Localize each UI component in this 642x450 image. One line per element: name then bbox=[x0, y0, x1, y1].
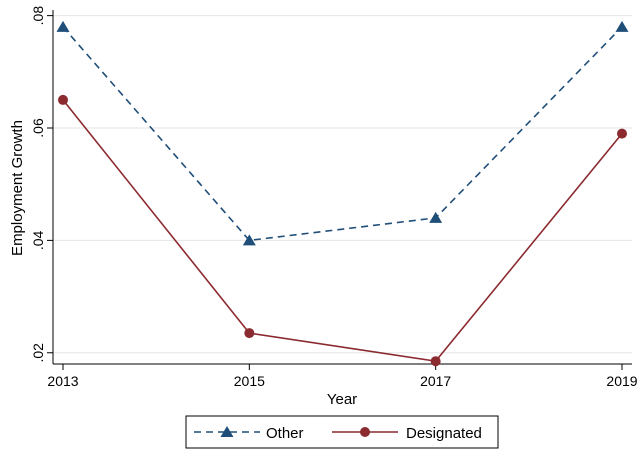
x-tick-label: 2019 bbox=[606, 373, 637, 389]
series-other-point bbox=[615, 20, 629, 32]
axes bbox=[52, 10, 632, 365]
x-ticks: 2013 2015 2017 2019 bbox=[47, 364, 638, 389]
legend-designated-marker bbox=[360, 427, 370, 437]
series-designated-point bbox=[430, 356, 441, 367]
x-tick-label: 2013 bbox=[47, 373, 78, 389]
legend-designated-label: Designated bbox=[406, 425, 482, 442]
y-tick-label: .02 bbox=[30, 343, 46, 363]
x-tick-label: 2015 bbox=[234, 373, 265, 389]
y-ticks: .02 .04 .06 .08 bbox=[30, 6, 53, 363]
series-group bbox=[56, 20, 629, 367]
series-other-line bbox=[62, 26, 623, 242]
legend-other-label: Other bbox=[266, 425, 304, 442]
series-designated-point bbox=[58, 94, 68, 105]
y-tick-label: .04 bbox=[30, 230, 46, 250]
series-other-point bbox=[242, 234, 256, 246]
y-axis-title: Employment Growth bbox=[9, 120, 26, 256]
legend: Other Designated bbox=[185, 415, 499, 449]
series-other-point bbox=[56, 20, 70, 32]
y-tick-label: .08 bbox=[30, 6, 46, 26]
gridlines bbox=[53, 15, 632, 354]
x-axis-title: Year bbox=[327, 391, 357, 408]
series-designated-line bbox=[62, 99, 623, 363]
x-tick-label: 2017 bbox=[420, 373, 451, 389]
series-designated-point bbox=[617, 128, 627, 139]
series-other-point bbox=[429, 211, 443, 223]
y-tick-label: .06 bbox=[30, 118, 46, 138]
legend-other-marker bbox=[220, 426, 234, 437]
series-designated-point bbox=[244, 328, 255, 339]
